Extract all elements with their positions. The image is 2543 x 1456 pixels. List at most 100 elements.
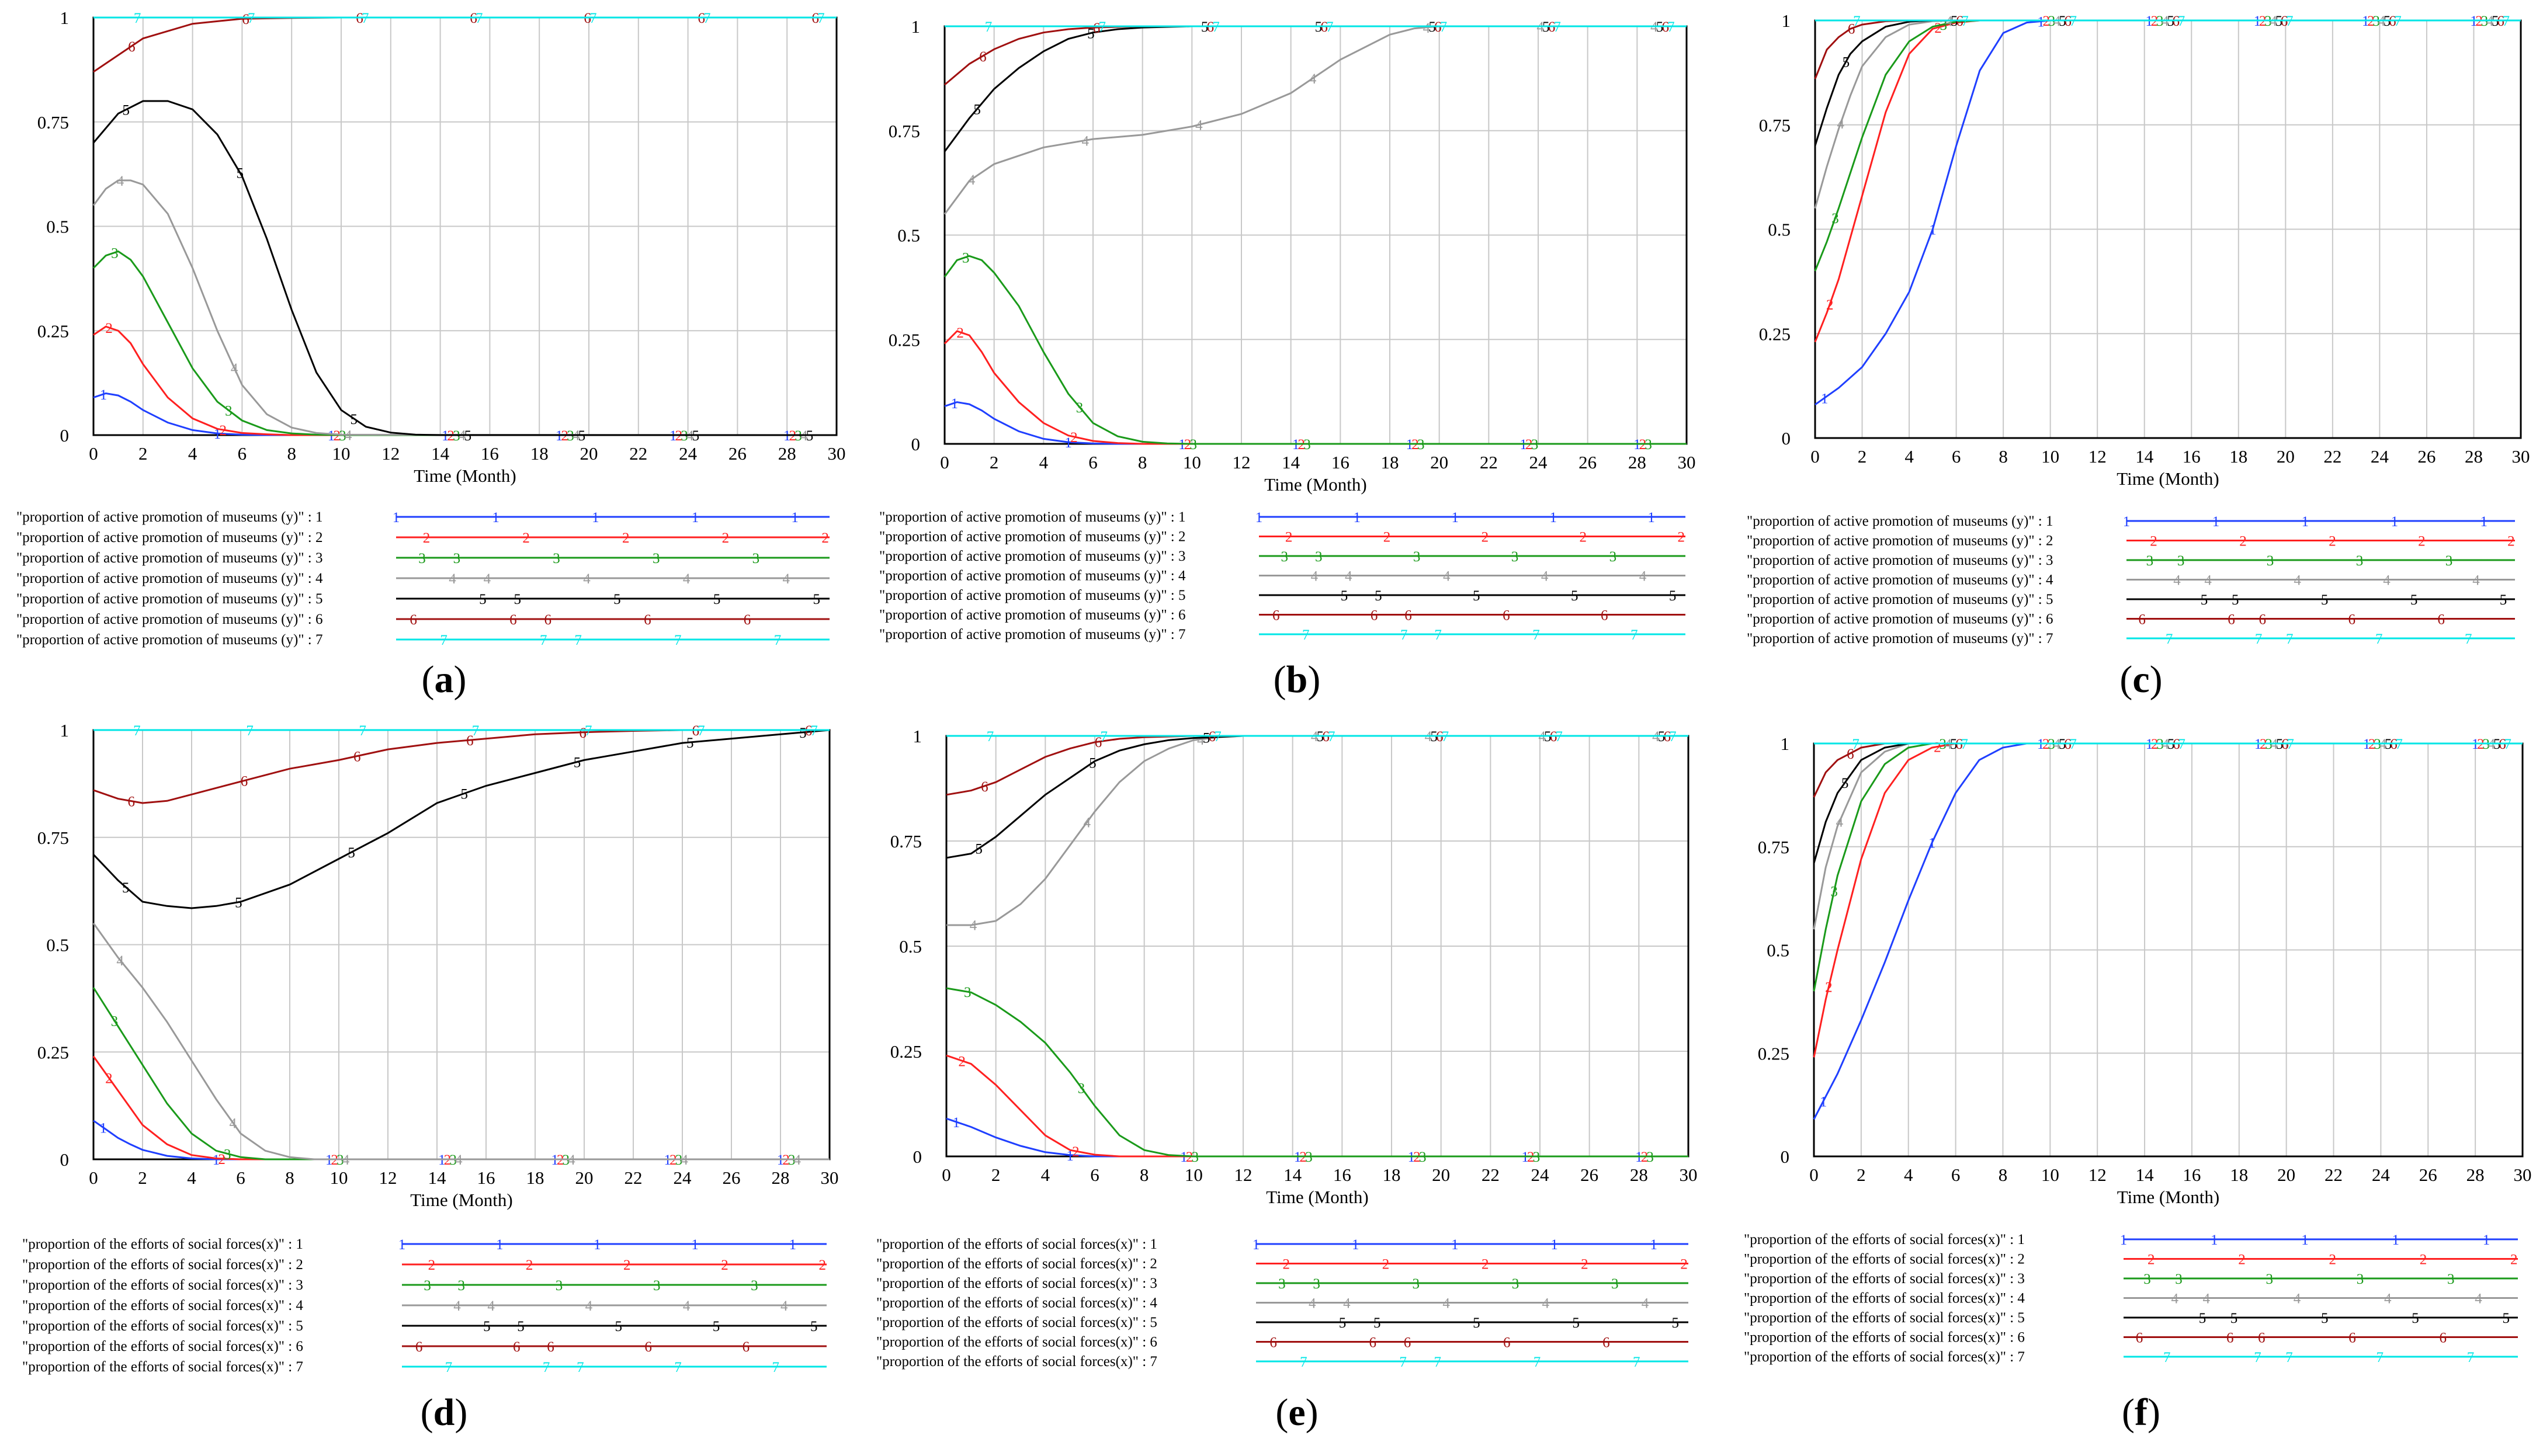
x-tick-label: 30 bbox=[828, 443, 846, 464]
legend-marker-5: 5 bbox=[1572, 1315, 1580, 1331]
x-tick-label: 18 bbox=[2230, 1165, 2248, 1185]
series-1-marker: 1 bbox=[2037, 14, 2045, 30]
x-tick-label: 0 bbox=[89, 1167, 98, 1188]
legend-marker-4: 4 bbox=[449, 571, 456, 587]
legend-marker-4: 4 bbox=[1639, 569, 1647, 585]
series-6-marker: 6 bbox=[981, 779, 988, 795]
x-tick-label: 0 bbox=[940, 452, 949, 472]
series-1-marker: 1 bbox=[1929, 223, 1937, 238]
series-4-marker: 4 bbox=[342, 1152, 350, 1168]
legend-marker-4: 4 bbox=[1541, 569, 1549, 585]
x-tick-label: 18 bbox=[526, 1167, 544, 1188]
x-tick-label: 0 bbox=[1810, 446, 1820, 467]
y-tick-label: 0.5 bbox=[46, 935, 69, 955]
series-7-marker: 7 bbox=[1212, 19, 1220, 35]
series-7-marker: 7 bbox=[2286, 13, 2294, 29]
legend-label: "proportion of the efforts of social for… bbox=[876, 1276, 1157, 1291]
legend-marker-3: 3 bbox=[2177, 553, 2185, 569]
legend-marker-5: 5 bbox=[2232, 592, 2239, 608]
legend-marker-5: 5 bbox=[479, 592, 487, 607]
legend-marker-6: 6 bbox=[547, 1339, 554, 1355]
x-axis-label: Time (Month) bbox=[1266, 1187, 1368, 1207]
series-6-line bbox=[93, 16, 837, 73]
series-7-marker: 7 bbox=[1328, 729, 1335, 745]
x-tick-label: 22 bbox=[2323, 446, 2341, 467]
y-tick-label: 0.5 bbox=[1768, 220, 1791, 240]
legend-marker-5: 5 bbox=[1341, 588, 1348, 604]
series-7-marker: 7 bbox=[1214, 729, 1222, 745]
x-tick-label: 12 bbox=[1233, 452, 1251, 472]
legend-marker-7: 7 bbox=[674, 1360, 682, 1375]
x-tick-label: 16 bbox=[481, 443, 499, 464]
legend-label: "proportion of the efforts of social for… bbox=[22, 1339, 303, 1354]
series-5-marker: 5 bbox=[692, 428, 700, 444]
series-3-marker: 3 bbox=[1190, 437, 1198, 453]
legend-marker-6: 6 bbox=[513, 1339, 521, 1355]
series-3-line bbox=[1814, 19, 2521, 272]
legend-marker-3: 3 bbox=[1315, 549, 1323, 565]
series-2-line bbox=[92, 1055, 830, 1160]
y-tick-label: 0.25 bbox=[37, 1042, 69, 1062]
series-3-marker: 3 bbox=[1830, 884, 1838, 900]
x-tick-label: 12 bbox=[379, 1167, 397, 1188]
series-3-marker: 3 bbox=[964, 985, 972, 1000]
x-tick-label: 10 bbox=[1183, 452, 1201, 472]
x-tick-label: 26 bbox=[1580, 1165, 1598, 1185]
legend-marker-2: 2 bbox=[1677, 530, 1685, 545]
legend-label: "proportion of active promotion of museu… bbox=[16, 550, 323, 566]
series-5-marker: 5 bbox=[975, 842, 983, 857]
series-6-marker: 6 bbox=[466, 733, 474, 749]
series-4-marker: 4 bbox=[231, 361, 238, 377]
series-7-marker: 7 bbox=[2504, 736, 2511, 752]
legend-marker-4: 4 bbox=[1443, 569, 1451, 585]
legend-marker-2: 2 bbox=[721, 1257, 728, 1273]
legend-marker-6: 6 bbox=[644, 1339, 652, 1355]
y-tick-label: 0.25 bbox=[37, 321, 69, 341]
x-axis-label: Time (Month) bbox=[2117, 1187, 2219, 1207]
series-5-marker: 5 bbox=[1087, 26, 1095, 42]
legend-label: "proportion of active promotion of museu… bbox=[879, 568, 1186, 584]
series-3-marker: 3 bbox=[1645, 437, 1652, 453]
series-2-marker: 2 bbox=[1298, 437, 1306, 453]
legend-marker-3: 3 bbox=[2445, 553, 2453, 569]
series-7-marker: 7 bbox=[362, 11, 369, 26]
series-4-marker: 4 bbox=[116, 953, 124, 969]
legend-marker-7: 7 bbox=[440, 633, 447, 648]
x-tick-label: 18 bbox=[2229, 446, 2247, 467]
legend-marker-2: 2 bbox=[522, 530, 530, 546]
x-tick-label: 16 bbox=[477, 1167, 495, 1188]
x-tick-label: 30 bbox=[2512, 446, 2530, 467]
legend-marker-3: 3 bbox=[2175, 1271, 2183, 1287]
legend-label: "proportion of the efforts of social for… bbox=[876, 1315, 1157, 1330]
series-4-line bbox=[1813, 742, 2523, 930]
legend-marker-4: 4 bbox=[484, 571, 491, 587]
series-6-marker: 6 bbox=[128, 39, 136, 55]
x-tick-label: 20 bbox=[575, 1167, 594, 1188]
series-7-marker: 7 bbox=[2069, 736, 2077, 752]
legend-marker-5: 5 bbox=[713, 1319, 720, 1335]
x-tick-label: 6 bbox=[238, 443, 247, 464]
series-3-line bbox=[946, 987, 1688, 1158]
x-tick-label: 8 bbox=[1999, 446, 2008, 467]
legend-marker-1: 1 bbox=[594, 1237, 601, 1253]
legend-marker-6: 6 bbox=[2348, 1330, 2356, 1346]
series-2-marker: 2 bbox=[1184, 437, 1192, 453]
series-3-marker: 3 bbox=[225, 404, 233, 419]
legend-marker-7: 7 bbox=[2465, 631, 2472, 647]
series-3-marker: 3 bbox=[453, 428, 460, 444]
y-tick-label: 0 bbox=[911, 434, 921, 454]
series-6-marker: 6 bbox=[353, 749, 361, 765]
series-7-marker: 7 bbox=[2070, 13, 2077, 29]
legend-marker-5: 5 bbox=[713, 592, 721, 607]
legend-marker-6: 6 bbox=[2226, 1330, 2234, 1346]
series-3-marker: 3 bbox=[1417, 437, 1425, 453]
series-5-marker: 5 bbox=[1841, 776, 1849, 791]
y-tick-label: 1 bbox=[913, 726, 922, 746]
x-tick-label: 22 bbox=[2325, 1165, 2343, 1185]
legend-marker-3: 3 bbox=[752, 551, 760, 567]
legend-marker-7: 7 bbox=[1302, 627, 1310, 643]
series-2-marker: 2 bbox=[218, 1152, 225, 1167]
series-1-marker: 1 bbox=[100, 387, 107, 403]
legend-marker-5: 5 bbox=[1339, 1315, 1347, 1331]
series-4-marker: 4 bbox=[1081, 133, 1089, 149]
